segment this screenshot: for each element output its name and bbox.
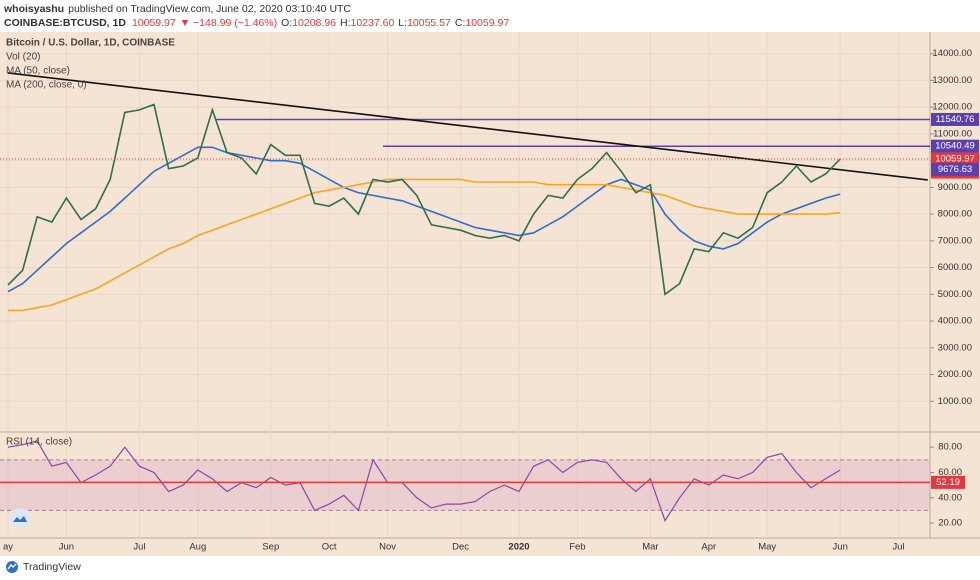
x-tick-label: Jul <box>893 542 905 553</box>
header-text: published on TradingView.com, June 02, 2… <box>68 3 351 15</box>
y-tick-label: 5000.00 <box>938 289 972 300</box>
y-tick-label: 3000.00 <box>938 342 972 353</box>
price-tag-label: 52.19 <box>936 477 960 488</box>
y-tick-label: 80.00 <box>938 442 962 453</box>
header-text: 10237.60 <box>351 17 395 29</box>
y-tick-label: 9000.00 <box>938 182 972 193</box>
trendline <box>7 72 928 181</box>
x-tick-label: Jun <box>833 542 848 553</box>
footer: TradingView <box>6 561 81 573</box>
header: whoisyashu published on TradingView.com, … <box>3 3 509 29</box>
x-tick-label: May <box>758 542 776 553</box>
y-tick-label: 40.00 <box>938 492 962 503</box>
price-tag-label: 9676.63 <box>938 164 972 175</box>
rsi-logo <box>10 508 30 528</box>
header-text: H: <box>340 17 351 29</box>
header-text: 10059.97 <box>132 17 176 29</box>
y-tick-label: 60.00 <box>938 467 962 478</box>
price-line <box>7 103 841 296</box>
price-tag <box>931 475 965 489</box>
header-text: whoisyashu <box>3 3 64 15</box>
x-tick-label: Mar <box>642 542 658 553</box>
y-tick-label: 7000.00 <box>938 235 972 246</box>
y-tick-label: 1000.00 <box>938 396 972 407</box>
y-tick-label: 4000.00 <box>938 316 972 327</box>
plot: 1000.00 2000.00 3000.00 4000.00 5000.00 6000.… <box>0 32 979 553</box>
header-text: 10208.96 <box>292 17 336 29</box>
logo-mark <box>7 563 17 570</box>
y-tick-label: 8000.00 <box>938 209 972 220</box>
ma-line <box>8 178 841 312</box>
header-text: ▼ −148.99 (−1.46%) <box>180 17 277 29</box>
header-line: whoisyashu published on TradingView.com, … <box>3 3 351 15</box>
y-tick-label: 12000.00 <box>932 102 972 113</box>
rsi-logo-mark <box>13 516 27 522</box>
x-tick-label: Nov <box>379 542 396 553</box>
price-tag <box>931 162 979 176</box>
x-tick-label: Apr <box>701 542 716 553</box>
footer-brand: TradingView <box>23 561 81 573</box>
rsi-band <box>0 459 930 511</box>
chart-title: Bitcoin / U.S. Dollar, 1D, COINBASE <box>6 38 175 49</box>
y-tick-label: 6000.00 <box>938 262 972 273</box>
header-text: 10055.57 <box>407 17 451 29</box>
y-tick-label: 11000.00 <box>933 128 972 139</box>
y-tick-label: 2000.00 <box>938 369 972 380</box>
x-tick-label: Feb <box>569 542 585 553</box>
header-text: L: <box>398 17 407 29</box>
x-tick-label: Sep <box>262 542 279 553</box>
legend-entry: MA (50, close) <box>6 66 70 77</box>
x-tick-label: Aug <box>189 542 206 553</box>
y-tick-label: 13000.00 <box>932 75 972 86</box>
price-tag <box>931 112 979 126</box>
x-tick-label: Oct <box>322 542 337 553</box>
price-tag-label: 10540.49 <box>935 141 975 152</box>
y-tick-label: 20.00 <box>938 518 962 529</box>
logo <box>6 561 18 573</box>
header-text: COINBASE:BTCUSD, 1D <box>4 17 126 29</box>
x-tick-label: 2020 <box>508 542 529 553</box>
x-tick-label: Dec <box>452 542 469 553</box>
legend-entry: MA (200, close, 0) <box>6 80 87 91</box>
header-line: COINBASE:BTCUSD, 1D 10059.97 ▼ −148.99 (−1… <box>4 17 509 29</box>
header-text: C: <box>455 17 466 29</box>
header-text: O: <box>281 17 292 29</box>
x-tick-label: Jun <box>59 542 74 553</box>
header-text: 10059.97 <box>465 17 509 29</box>
legend-entry: Vol (20) <box>6 52 40 63</box>
x-tick-label: ay <box>3 542 13 553</box>
price-tag <box>931 139 979 153</box>
price-tag-label: 11540.76 <box>936 114 975 125</box>
x-tick-label: Jul <box>133 542 145 553</box>
y-tick-label: 14000.00 <box>932 48 972 59</box>
price-tag-label: 10059.97 <box>935 154 975 165</box>
rsi-title: RSI (14, close) <box>6 437 72 448</box>
